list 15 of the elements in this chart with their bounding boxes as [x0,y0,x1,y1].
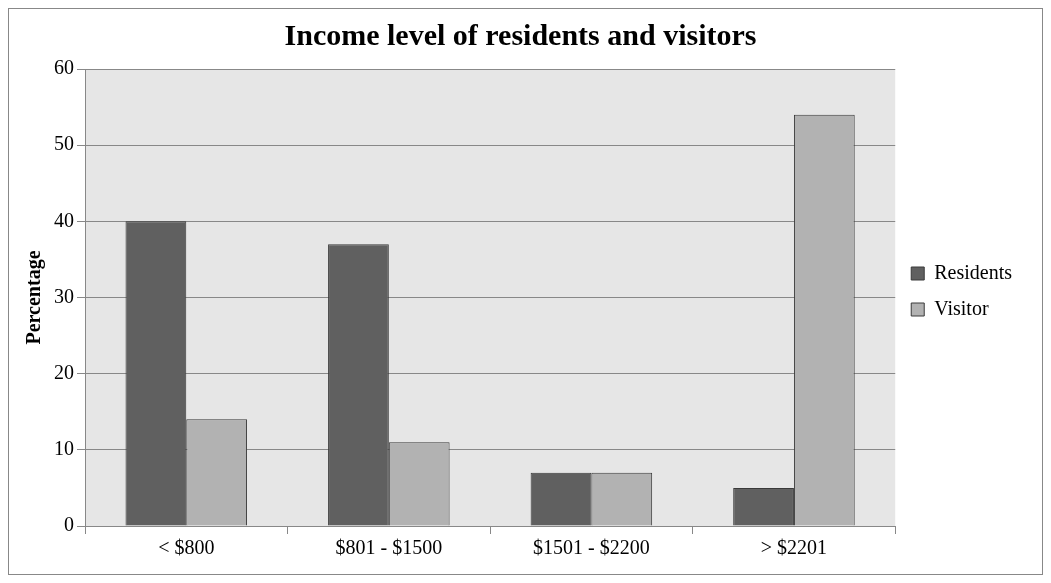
x-tick-label: $1501 - $2200 [533,536,650,559]
y-tick-label: 20 [54,360,74,383]
y-tick-label: 30 [54,284,74,307]
legend-label: Residents [934,260,1013,283]
y-tick-label: 50 [54,132,74,155]
y-tick-label: 10 [54,437,74,460]
legend-label: Visitor [934,296,989,319]
y-axis-title: Percentage [22,250,46,345]
x-tick-label: < $800 [158,536,215,559]
y-tick-label: 40 [54,208,74,231]
chart-title: Income level of residents and visitors [284,17,757,51]
x-tick-label: $801 - $1500 [335,536,443,559]
x-tick-label: > $2201 [760,536,828,559]
y-tick-label: 0 [64,513,74,536]
y-tick-label: 60 [54,56,74,79]
